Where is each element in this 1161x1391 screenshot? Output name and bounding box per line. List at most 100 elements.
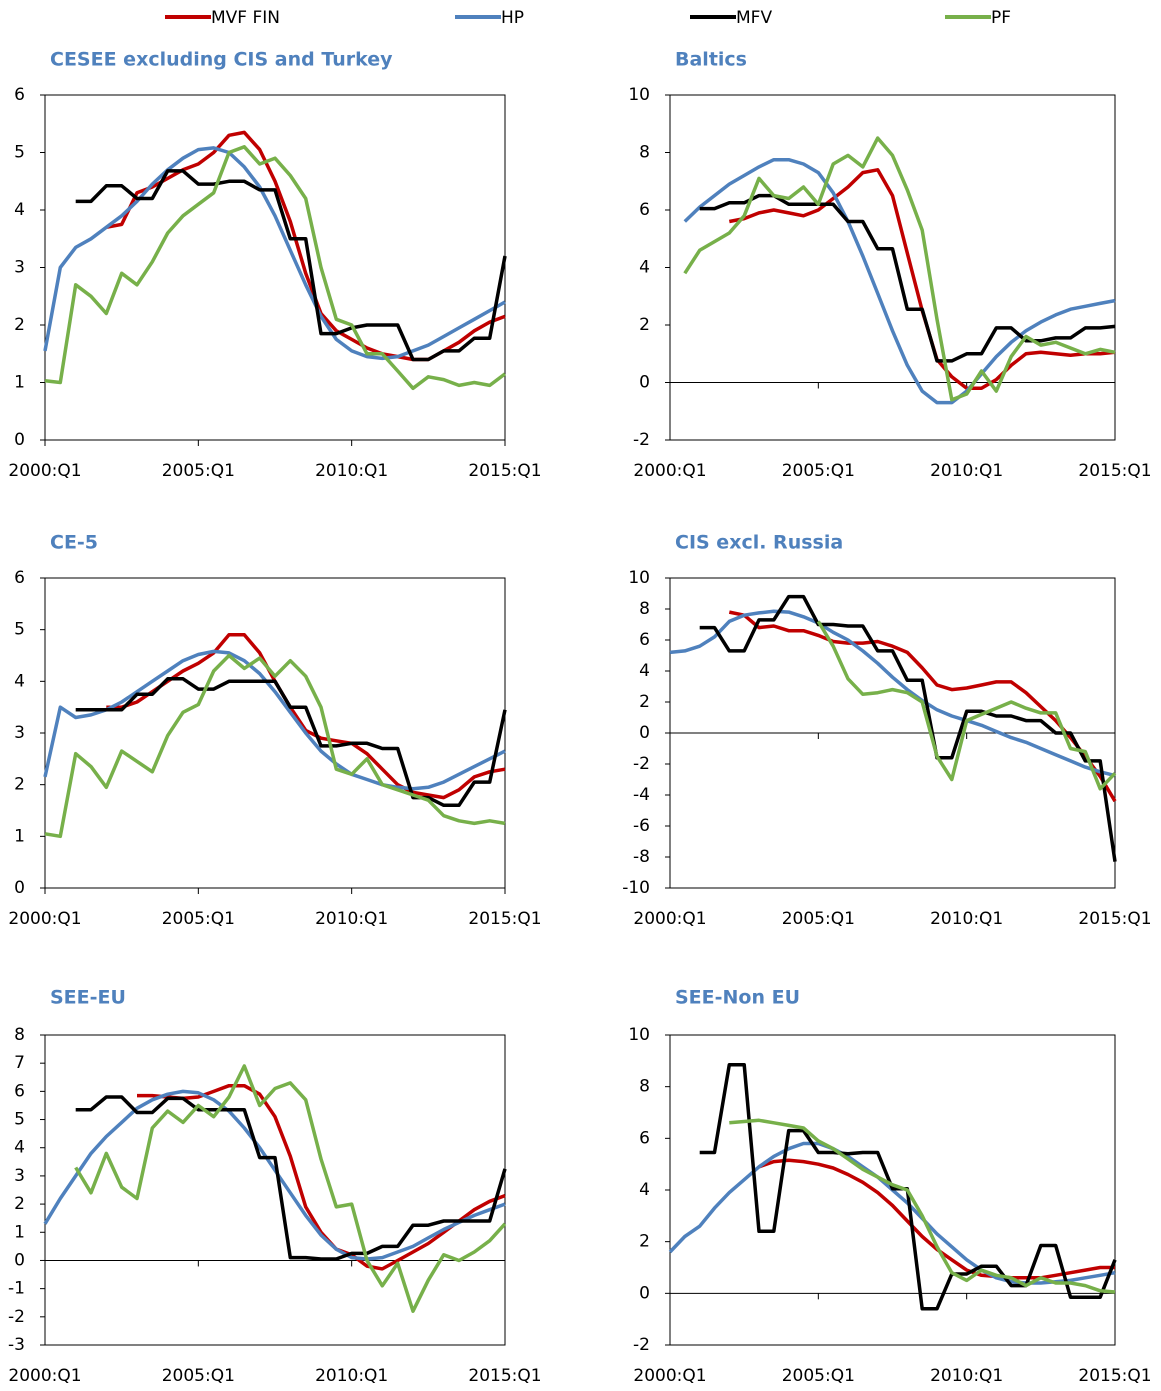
chart-title: CIS excl. Russia: [675, 532, 843, 554]
y-tick-label: 4: [14, 671, 25, 691]
series-line: [683, 136, 1116, 402]
y-tick-label: 0: [639, 373, 650, 393]
series-line: [699, 193, 1116, 363]
x-tick-label: 2010:Q1: [315, 461, 388, 481]
plot-frame: [44, 577, 506, 889]
x-tick-label: 2010:Q1: [315, 909, 388, 929]
series-line: [43, 146, 506, 361]
y-tick-label: 4: [639, 661, 650, 681]
x-tick-label: 2015:Q1: [1078, 461, 1151, 481]
y-tick-label: 10: [628, 568, 650, 588]
y-tick-label: 6: [639, 1128, 650, 1148]
x-tick-label: 2010:Q1: [315, 1366, 388, 1386]
y-tick-label: 5: [14, 620, 25, 640]
y-tick-label: 0: [14, 430, 25, 450]
y-tick-label: 1: [14, 1222, 25, 1242]
chart-title: SEE-Non EU: [675, 987, 800, 1009]
y-tick-label: 3: [14, 723, 25, 743]
x-tick-label: 2010:Q1: [930, 909, 1003, 929]
legend-label: MVF FIN: [211, 8, 280, 28]
series-line: [43, 649, 506, 791]
series-line: [668, 1141, 1116, 1285]
y-tick-label: 2: [14, 775, 25, 795]
series-line: [74, 1064, 507, 1313]
y-tick-label: 3: [14, 1166, 25, 1186]
series-line: [75, 169, 507, 362]
x-tick-label: 2000:Q1: [633, 909, 706, 929]
y-tick-label: 8: [14, 1025, 25, 1045]
y-tick-label: 6: [639, 200, 650, 220]
legend-label: HP: [501, 8, 524, 28]
chart-title: CE-5: [50, 532, 98, 554]
y-tick-label: -10: [622, 878, 650, 898]
y-tick-label: 3: [14, 258, 25, 278]
y-tick-label: -4: [633, 785, 650, 805]
y-tick-label: 10: [628, 1025, 650, 1045]
series-line: [669, 609, 1116, 778]
y-tick-label: 4: [639, 1180, 650, 1200]
y-tick-label: -1: [8, 1279, 25, 1299]
x-tick-label: 2000:Q1: [633, 1366, 706, 1386]
y-tick-label: 4: [14, 200, 25, 220]
x-tick-label: 2005:Q1: [782, 461, 855, 481]
x-tick-label: 2005:Q1: [782, 1366, 855, 1386]
x-tick-label: 2000:Q1: [8, 1366, 81, 1386]
x-tick-label: 2015:Q1: [1078, 909, 1151, 929]
series-line: [75, 1095, 507, 1261]
series-line: [729, 1118, 1116, 1294]
y-tick-label: -3: [8, 1335, 25, 1355]
series-line: [43, 1089, 506, 1261]
x-tick-label: 2005:Q1: [162, 461, 235, 481]
series-line: [106, 633, 506, 800]
plot-frame: [669, 94, 1116, 441]
y-tick-label: 0: [639, 1283, 650, 1303]
series-line: [44, 653, 506, 839]
x-tick-label: 2005:Q1: [162, 1366, 235, 1386]
series-line: [75, 677, 507, 808]
x-tick-label: 2005:Q1: [782, 909, 855, 929]
y-tick-label: 4: [639, 258, 650, 278]
x-tick-label: 2000:Q1: [8, 461, 81, 481]
y-tick-label: 0: [639, 723, 650, 743]
plot-frame: [44, 1034, 506, 1346]
y-tick-label: 2: [14, 1194, 25, 1214]
y-tick-label: 4: [14, 1138, 25, 1158]
y-tick-label: 2: [639, 692, 650, 712]
y-tick-label: 6: [14, 568, 25, 588]
x-tick-label: 2005:Q1: [162, 909, 235, 929]
y-tick-label: 8: [639, 1077, 650, 1097]
y-tick-label: 1: [14, 373, 25, 393]
y-tick-label: -6: [633, 816, 650, 836]
y-tick-label: 0: [14, 878, 25, 898]
x-tick-label: 2010:Q1: [930, 1366, 1003, 1386]
legend-label: PF: [991, 8, 1011, 28]
plot-frame: [44, 94, 506, 441]
chart-title: Baltics: [675, 49, 747, 71]
y-tick-label: 8: [639, 599, 650, 619]
y-tick-label: -2: [633, 1335, 650, 1355]
x-tick-label: 2010:Q1: [930, 461, 1003, 481]
series-line: [699, 1062, 1117, 1311]
y-tick-label: 1: [14, 826, 25, 846]
y-tick-label: 2: [639, 1232, 650, 1252]
y-tick-label: 7: [14, 1053, 25, 1073]
y-tick-label: 6: [14, 85, 25, 105]
x-tick-label: 2015:Q1: [1078, 1366, 1151, 1386]
y-tick-label: 6: [639, 630, 650, 650]
y-tick-label: 10: [628, 85, 650, 105]
x-tick-label: 2000:Q1: [633, 461, 706, 481]
x-tick-label: 2015:Q1: [468, 461, 541, 481]
y-tick-label: 5: [14, 143, 25, 163]
legend-label: MFV: [736, 8, 772, 28]
y-tick-label: -2: [633, 430, 650, 450]
series-line: [816, 620, 1117, 791]
y-tick-label: 2: [14, 315, 25, 335]
series-line: [728, 610, 1117, 803]
series-line: [699, 594, 1117, 862]
x-tick-label: 2015:Q1: [468, 909, 541, 929]
y-tick-label: 5: [14, 1110, 25, 1130]
x-tick-label: 2000:Q1: [8, 909, 81, 929]
y-tick-label: -8: [633, 847, 650, 867]
y-tick-label: 8: [639, 143, 650, 163]
